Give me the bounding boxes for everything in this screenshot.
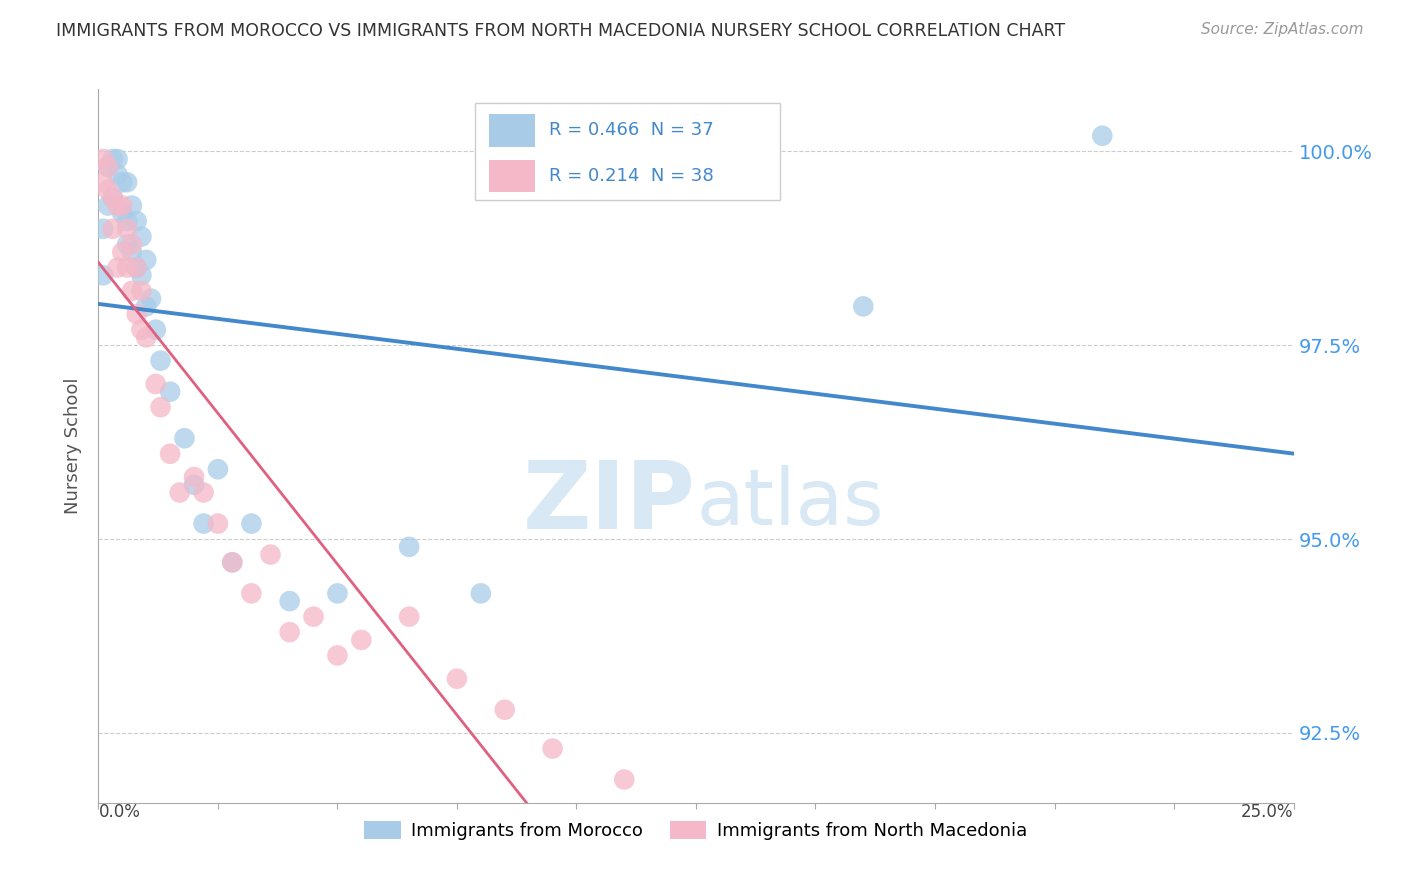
Point — [125, 307, 148, 321]
Point — [1091, 128, 1114, 143]
Bar — [489, 160, 534, 192]
Point — [398, 609, 420, 624]
Point — [131, 229, 153, 244]
Point — [115, 260, 138, 275]
Point — [613, 772, 636, 787]
Y-axis label: Nursery School: Nursery School — [65, 377, 83, 515]
Point — [125, 260, 148, 275]
Point — [240, 516, 263, 531]
Point — [121, 245, 143, 260]
Point — [91, 152, 114, 166]
Point — [121, 198, 143, 212]
Point — [111, 206, 134, 220]
Point — [139, 292, 162, 306]
Point — [302, 609, 325, 624]
Point — [135, 252, 157, 267]
Point — [221, 555, 243, 569]
Point — [121, 237, 143, 252]
Text: atlas: atlas — [696, 465, 883, 541]
Point — [97, 160, 120, 174]
Point — [111, 175, 134, 189]
Legend: Immigrants from Morocco, Immigrants from North Macedonia: Immigrants from Morocco, Immigrants from… — [357, 814, 1035, 847]
Point — [131, 323, 153, 337]
Point — [97, 183, 120, 197]
Point — [326, 586, 349, 600]
Point — [278, 594, 301, 608]
Point — [541, 741, 564, 756]
Point — [145, 376, 167, 391]
Point — [183, 477, 205, 491]
Point — [91, 222, 114, 236]
Text: 25.0%: 25.0% — [1241, 803, 1294, 821]
Point — [494, 703, 516, 717]
Text: ZIP: ZIP — [523, 457, 696, 549]
Point — [470, 586, 492, 600]
Point — [207, 516, 229, 531]
Bar — [489, 114, 534, 146]
Point — [97, 160, 120, 174]
Point — [207, 462, 229, 476]
Point — [115, 214, 138, 228]
Point — [97, 198, 120, 212]
Text: IMMIGRANTS FROM MOROCCO VS IMMIGRANTS FROM NORTH MACEDONIA NURSERY SCHOOL CORREL: IMMIGRANTS FROM MOROCCO VS IMMIGRANTS FR… — [56, 22, 1066, 40]
Point — [326, 648, 349, 663]
Point — [101, 191, 124, 205]
Point — [115, 237, 138, 252]
Point — [91, 175, 114, 189]
Point — [115, 175, 138, 189]
Point — [115, 222, 138, 236]
Point — [149, 401, 172, 415]
Text: Source: ZipAtlas.com: Source: ZipAtlas.com — [1201, 22, 1364, 37]
Point — [121, 284, 143, 298]
Point — [101, 222, 124, 236]
Text: R = 0.466  N = 37: R = 0.466 N = 37 — [548, 121, 714, 139]
Point — [193, 516, 215, 531]
Point — [107, 152, 129, 166]
Point — [91, 268, 114, 283]
Point — [125, 260, 148, 275]
Point — [221, 555, 243, 569]
Point — [259, 548, 281, 562]
Point — [173, 431, 195, 445]
Point — [107, 198, 129, 212]
Point — [131, 284, 153, 298]
Point — [350, 632, 373, 647]
Point — [193, 485, 215, 500]
Point — [240, 586, 263, 600]
Point — [107, 168, 129, 182]
Point — [159, 384, 181, 399]
Point — [169, 485, 191, 500]
Point — [145, 323, 167, 337]
Text: R = 0.214  N = 38: R = 0.214 N = 38 — [548, 167, 714, 185]
Point — [852, 299, 875, 313]
Point — [111, 245, 134, 260]
Point — [101, 152, 124, 166]
Point — [183, 470, 205, 484]
Point — [446, 672, 468, 686]
Point — [111, 198, 134, 212]
Point — [135, 299, 157, 313]
Point — [278, 625, 301, 640]
Text: 0.0%: 0.0% — [98, 803, 141, 821]
Point — [149, 353, 172, 368]
Point — [135, 330, 157, 344]
Point — [101, 191, 124, 205]
Point — [159, 447, 181, 461]
Point — [398, 540, 420, 554]
Point — [107, 260, 129, 275]
Point — [125, 214, 148, 228]
Point — [131, 268, 153, 283]
